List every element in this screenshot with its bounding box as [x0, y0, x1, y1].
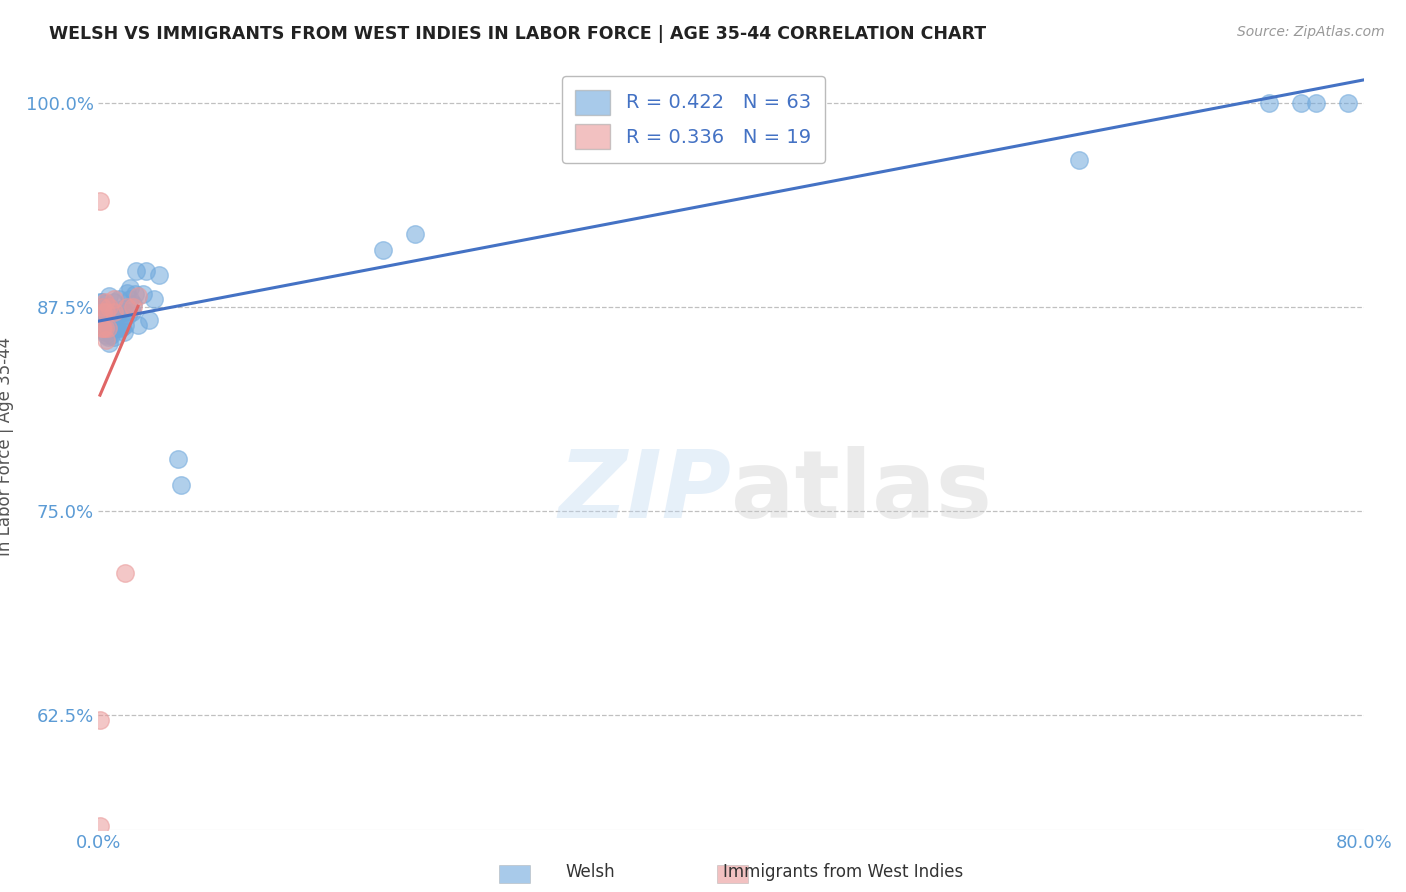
Point [103, 295, 125, 310]
Point [91, 319, 114, 334]
Text: Welsh: Welsh [565, 863, 616, 881]
Point [138, 313, 160, 327]
Point [98, 321, 121, 335]
Point [91, 305, 114, 319]
Legend: R = 0.422   N = 63, R = 0.336   N = 19: R = 0.422 N = 63, R = 0.336 N = 19 [562, 76, 824, 163]
Point [96, 328, 118, 343]
Point [127, 289, 149, 303]
Text: Immigrants from West Indies: Immigrants from West Indies [724, 863, 963, 881]
Point [97, 329, 120, 343]
Point [98, 300, 121, 314]
Point [117, 309, 139, 323]
Point [97, 300, 120, 314]
Point [90, 321, 112, 335]
Point [688, 145, 710, 160]
Point [127, 318, 149, 333]
Point [107, 309, 129, 323]
Point [96, 301, 118, 316]
Point [90, 305, 112, 319]
Point [91, 300, 114, 314]
Point [108, 292, 131, 306]
Text: ZIP: ZIP [558, 446, 731, 538]
Point [1289, 96, 1312, 111]
Point [112, 325, 135, 339]
Text: Source: ZipAtlas.com: Source: ZipAtlas.com [1237, 25, 1385, 39]
Point [103, 305, 125, 319]
Point [124, 287, 146, 301]
Point [166, 452, 188, 467]
Text: WELSH VS IMMIGRANTS FROM WEST INDIES IN LABOR FORCE | AGE 35-44 CORRELATION CHAR: WELSH VS IMMIGRANTS FROM WEST INDIES IN … [49, 25, 987, 43]
Point [89, 819, 111, 833]
Text: atlas: atlas [731, 446, 993, 538]
Point [115, 285, 138, 300]
Point [111, 319, 134, 334]
Point [96, 333, 118, 347]
Point [101, 315, 124, 329]
Point [89, 713, 111, 727]
Point [107, 321, 129, 335]
Point [122, 297, 145, 311]
Point [135, 264, 157, 278]
Point [98, 289, 121, 303]
Point [111, 301, 134, 316]
Point [98, 336, 121, 351]
Point [100, 309, 122, 323]
Point [121, 305, 143, 319]
Point [120, 281, 141, 295]
Point [142, 292, 165, 306]
Point [91, 311, 114, 326]
Point [100, 328, 122, 343]
Point [122, 300, 145, 314]
Point [132, 287, 155, 301]
Point [96, 311, 118, 326]
Point [90, 301, 112, 316]
Point [93, 315, 117, 329]
Point [148, 268, 170, 282]
Point [1337, 96, 1360, 111]
Point [93, 321, 117, 335]
Point [93, 325, 117, 339]
Point [115, 300, 138, 314]
Point [169, 478, 191, 492]
Point [89, 300, 111, 314]
Point [90, 311, 112, 326]
Point [114, 305, 136, 319]
Point [103, 329, 125, 343]
Point [96, 319, 118, 334]
Point [1257, 96, 1279, 111]
Point [90, 300, 112, 314]
Point [114, 318, 136, 333]
Y-axis label: In Labor Force | Age 35-44: In Labor Force | Age 35-44 [0, 336, 14, 556]
Point [371, 243, 394, 257]
Point [120, 292, 141, 306]
Point [103, 292, 125, 306]
Point [1067, 153, 1090, 168]
Point [97, 321, 120, 335]
Point [110, 321, 132, 335]
Point [404, 227, 426, 241]
Point [104, 321, 127, 335]
Point [735, 96, 758, 111]
Point [91, 321, 114, 335]
Point [103, 318, 125, 333]
Point [89, 309, 111, 323]
Point [125, 264, 148, 278]
Point [90, 295, 112, 310]
Point [96, 305, 118, 319]
Point [89, 194, 111, 209]
Point [114, 566, 136, 581]
Point [93, 295, 117, 310]
Point [89, 295, 111, 310]
Point [93, 305, 117, 319]
Point [1305, 96, 1327, 111]
